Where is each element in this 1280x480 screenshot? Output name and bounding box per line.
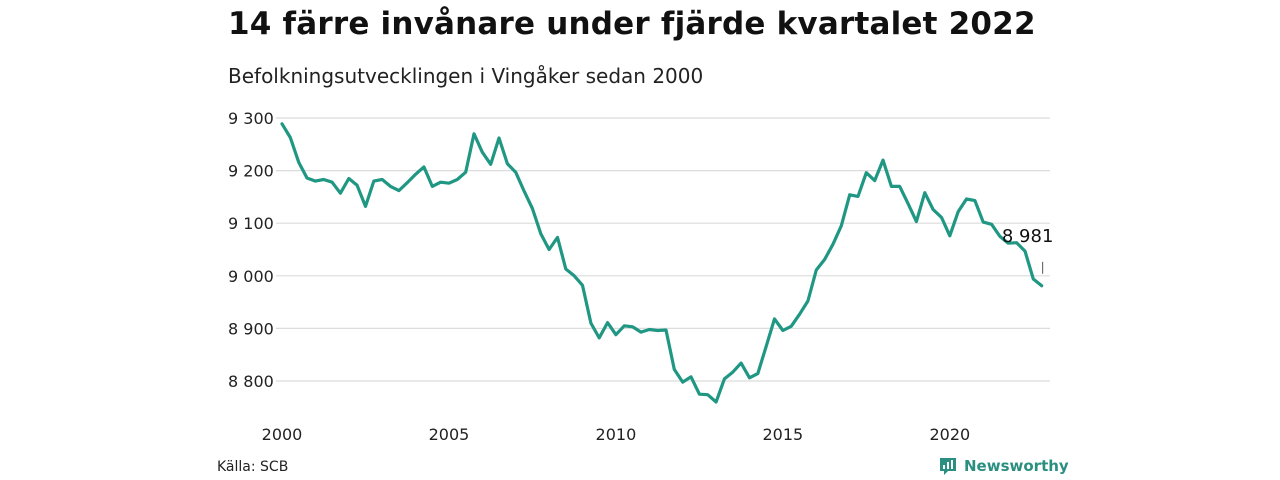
y-tick-label: 9 300	[228, 109, 274, 128]
y-tick-label: 9 000	[228, 267, 274, 286]
population-line	[280, 122, 1044, 404]
x-tick-label: 2020	[929, 425, 970, 444]
y-tick-label: 9 100	[228, 214, 274, 233]
y-tick-label: 8 900	[228, 319, 274, 338]
grid-layer	[276, 117, 1050, 382]
y-tick-label: 8 800	[228, 372, 274, 391]
brand-logo[interactable]: Newsworthy	[938, 456, 1069, 476]
chart-title: 14 färre invånare under fjärde kvartalet…	[228, 6, 1036, 42]
source-note: Källa: SCB	[217, 459, 289, 475]
y-axis-ticks: 9 300 9 200 9 100 9 000 8 900 8 800	[228, 109, 274, 391]
chart-subtitle: Befolkningsutvecklingen i Vingåker sedan…	[228, 64, 704, 88]
brand-name: Newsworthy	[964, 457, 1069, 475]
y-tick-label: 9 200	[228, 162, 274, 181]
bar-chart-bubble-icon	[940, 458, 956, 475]
x-axis-ticks: 2000 2005 2010 2015 2020	[262, 425, 971, 444]
x-tick-label: 2000	[262, 425, 303, 444]
annotation-label: 8 981	[1002, 226, 1054, 247]
x-tick-label: 2005	[429, 425, 470, 444]
x-tick-label: 2010	[596, 425, 637, 444]
x-tick-label: 2015	[763, 425, 804, 444]
